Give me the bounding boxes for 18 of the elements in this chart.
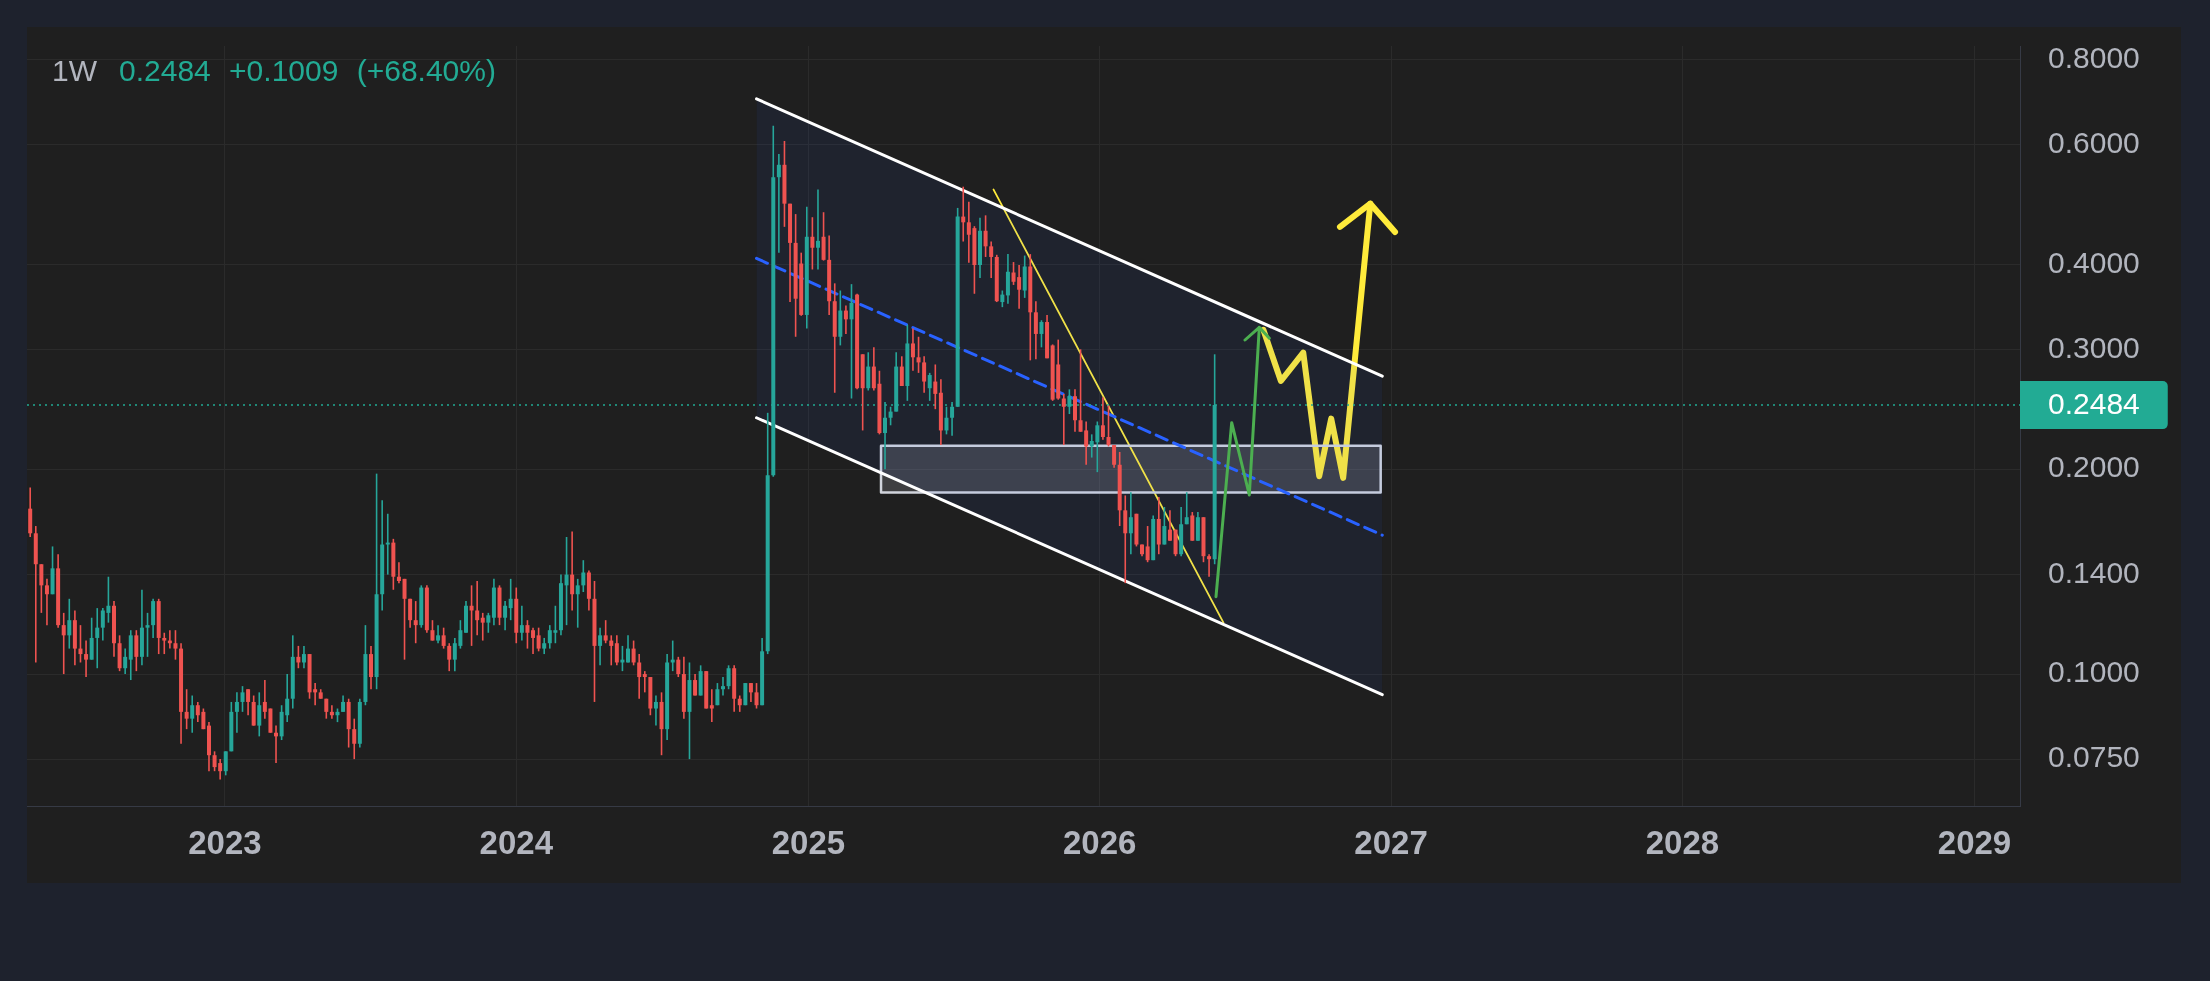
x-tick-label: 2026 (1063, 823, 1137, 861)
y-tick-label: 0.4000 (2048, 245, 2140, 279)
y-tick-label: 0.8000 (2048, 40, 2140, 74)
chart-title: 1W (52, 53, 97, 89)
x-tick-label: 2028 (1645, 823, 1720, 861)
chart-subtitle: 0.2484 +0.1009 (+68.40%) (119, 53, 496, 89)
x-tick-label: 2027 (1354, 823, 1428, 861)
x-tick-label: 2029 (1937, 823, 2012, 861)
y-tick-label: 0.0750 (2048, 740, 2140, 774)
y-tick-label: 0.1400 (2048, 555, 2140, 589)
x-tick-label: 2023 (188, 823, 262, 861)
x-tick-label: 2025 (771, 823, 846, 861)
y-tick-label: 0.2000 (2048, 450, 2140, 484)
y-tick-label: 0.6000 (2048, 125, 2140, 159)
y-tick-label: 0.1000 (2048, 655, 2140, 689)
y-tick-label: 0.3000 (2048, 330, 2140, 364)
ref-line-label: 0.2484 (2048, 387, 2140, 421)
x-tick-label: 2024 (479, 823, 554, 861)
